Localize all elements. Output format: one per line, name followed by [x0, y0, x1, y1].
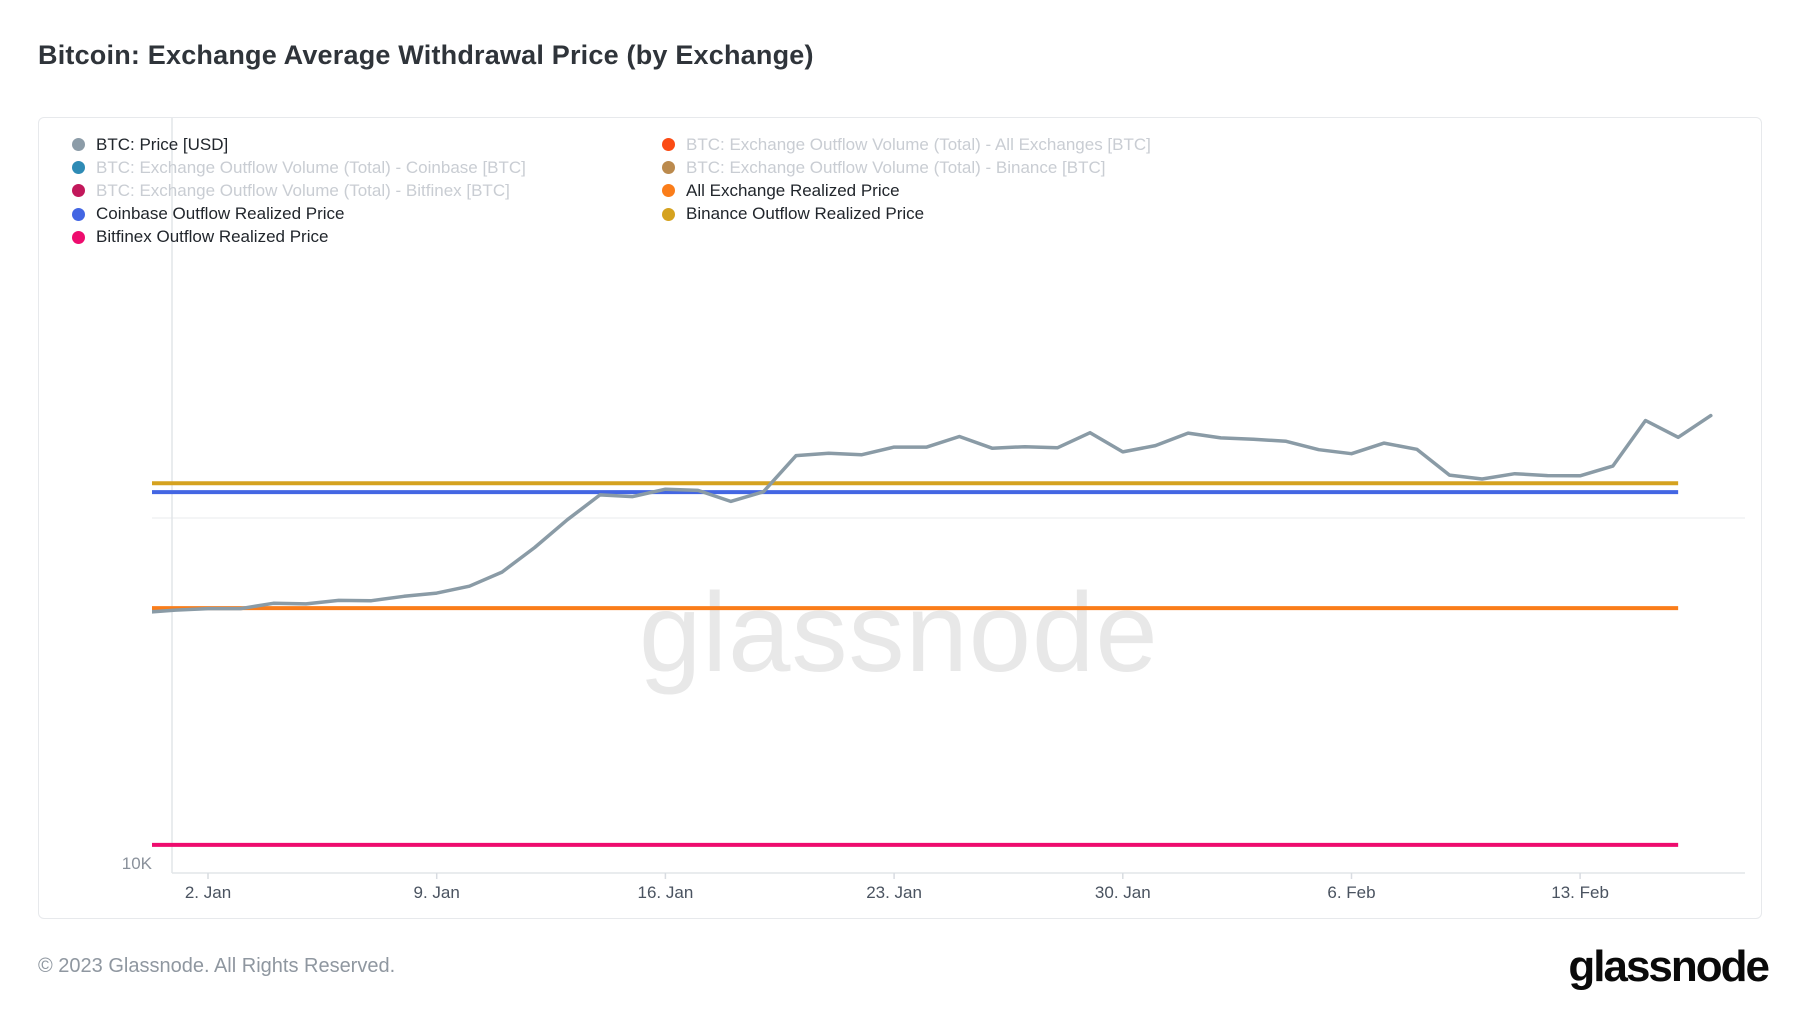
page-title: Bitcoin: Exchange Average Withdrawal Pri… [38, 40, 814, 70]
legend-item[interactable]: BTC: Exchange Outflow Volume (Total) - B… [72, 179, 526, 202]
watermark: glassnode [639, 570, 1159, 695]
legend-column: BTC: Price [USD] BTC: Exchange Outflow Vo… [72, 133, 526, 249]
copyright-text: © 2023 Glassnode. All Rights Reserved. [38, 955, 396, 977]
legend-dot-icon [72, 138, 85, 152]
legend-item[interactable]: BTC: Exchange Outflow Volume (Total) - A… [662, 133, 1151, 156]
legend-dot-icon [72, 161, 85, 175]
legend-item[interactable]: All Exchange Realized Price [662, 179, 1151, 202]
legend-dot-icon [662, 184, 675, 198]
legend-dot-icon [662, 207, 675, 221]
legend-column: BTC: Exchange Outflow Volume (Total) - A… [662, 133, 1151, 226]
legend-dot-icon [662, 138, 675, 152]
legend-item[interactable]: Coinbase Outflow Realized Price [72, 203, 526, 226]
glassnode-logo: glassnode [1568, 942, 1770, 991]
legend-label: BTC: Exchange Outflow Volume (Total) - B… [96, 180, 510, 200]
legend-item[interactable]: Bitfinex Outflow Realized Price [72, 226, 526, 249]
legend-label: BTC: Exchange Outflow Volume (Total) - A… [686, 134, 1151, 154]
legend-item[interactable]: BTC: Price [USD] [72, 133, 526, 156]
legend-item[interactable]: BTC: Exchange Outflow Volume (Total) - C… [72, 156, 526, 179]
legend-dot-icon [662, 161, 675, 175]
legend-label: All Exchange Realized Price [686, 180, 900, 200]
legend-item[interactable]: BTC: Exchange Outflow Volume (Total) - B… [662, 156, 1151, 179]
legend-label: Bitfinex Outflow Realized Price [96, 227, 329, 247]
legend-label: Binance Outflow Realized Price [686, 204, 925, 224]
legend-dot-icon [72, 184, 85, 198]
legend-label: BTC: Exchange Outflow Volume (Total) - C… [96, 157, 526, 177]
legend-dot-icon [72, 230, 85, 244]
legend-item[interactable]: Binance Outflow Realized Price [662, 203, 1151, 226]
legend-label: BTC: Exchange Outflow Volume (Total) - B… [686, 157, 1106, 177]
legend-label: Coinbase Outflow Realized Price [96, 204, 345, 224]
legend-label: BTC: Price [USD] [96, 134, 229, 154]
legend-dot-icon [72, 207, 85, 221]
